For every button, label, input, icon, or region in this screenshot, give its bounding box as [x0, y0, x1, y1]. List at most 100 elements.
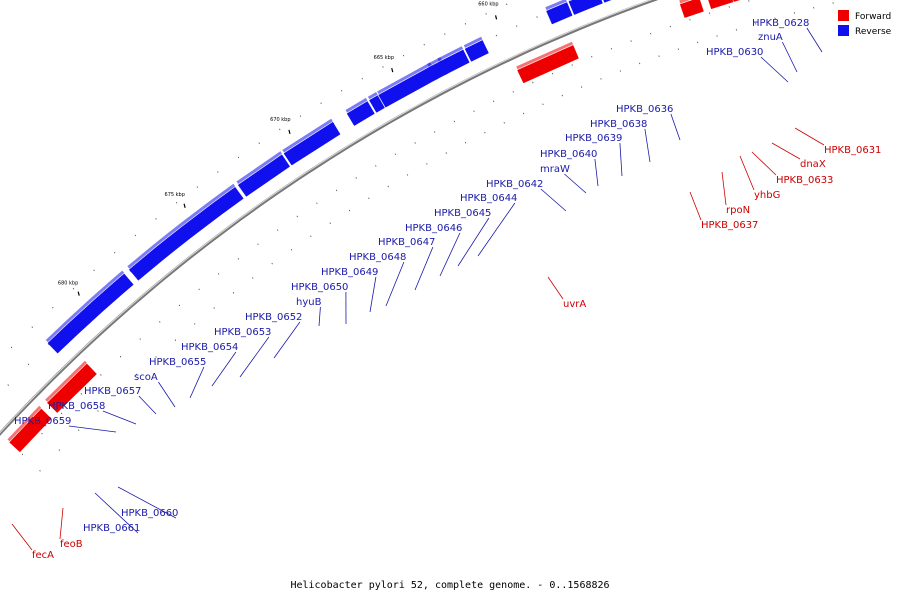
gene-feature-bevel — [111, 270, 125, 283]
tick-mark — [78, 429, 80, 431]
gene-label[interactable]: yhbG — [754, 190, 780, 201]
gene-feature[interactable] — [46, 363, 97, 413]
gene-feature[interactable] — [9, 408, 52, 453]
legend-reverse-swatch — [838, 25, 849, 36]
gene-feature[interactable] — [346, 101, 375, 126]
gene-label-leader — [138, 395, 157, 415]
gene-label[interactable]: znuA — [758, 32, 783, 43]
tick-mark — [310, 235, 312, 238]
tick-mark — [495, 34, 498, 37]
gene-label-leader — [414, 246, 434, 291]
gene-label[interactable]: HPKB_0639 — [565, 133, 622, 144]
tick-mark — [512, 90, 514, 93]
gene-label[interactable]: uvrA — [563, 299, 586, 310]
gene-label[interactable]: HPKB_0646 — [405, 223, 462, 234]
gene-label[interactable]: fecA — [32, 550, 54, 561]
tick-mark — [296, 215, 298, 218]
major-tick — [391, 68, 394, 73]
gene-feature[interactable] — [707, 0, 734, 10]
gene-label[interactable]: hyuB — [296, 297, 322, 308]
gene-label[interactable]: HPKB_0647 — [378, 237, 435, 248]
backbone-highlight — [0, 0, 653, 434]
gene-feature-bevel — [377, 62, 432, 95]
tick-mark — [610, 47, 613, 50]
tick-mark — [414, 142, 416, 144]
gene-label[interactable]: scoA — [134, 372, 158, 383]
gene-label[interactable]: HPKB_0630 — [706, 47, 763, 58]
gene-feature[interactable] — [369, 95, 385, 113]
gene-label[interactable]: HPKB_0631 — [824, 145, 881, 156]
tick-mark — [748, 0, 750, 2]
gene-label[interactable]: HPKB_0660 — [121, 508, 178, 519]
gene-feature[interactable] — [128, 248, 163, 281]
gene-label-leader — [751, 151, 777, 176]
tick-mark — [39, 469, 41, 472]
tick-mark — [217, 171, 219, 173]
gene-label[interactable]: HPKB_0659 — [14, 416, 71, 427]
legend-reverse-label: Reverse — [855, 27, 892, 37]
tick-mark — [406, 174, 409, 176]
gene-label-leader — [689, 191, 702, 221]
gene-label[interactable]: HPKB_0652 — [245, 312, 302, 323]
tick-mark — [119, 355, 122, 358]
legend: Forward Reverse — [838, 10, 892, 37]
gene-label[interactable]: HPKB_0644 — [460, 193, 517, 204]
tick-mark — [485, 13, 487, 15]
tick-mark — [175, 201, 178, 204]
gene-label[interactable]: HPKB_0653 — [214, 327, 271, 338]
tick-mark — [258, 142, 260, 144]
tick-mark — [444, 33, 446, 35]
gene-label-leader — [794, 127, 825, 146]
tick-mark — [402, 54, 405, 57]
gene-label[interactable]: HPKB_0638 — [590, 119, 647, 130]
gene-label[interactable]: HPKB_0648 — [349, 252, 406, 263]
tick-mark — [116, 391, 119, 394]
gene-label-leader — [619, 142, 623, 177]
gene-feature[interactable] — [730, 0, 748, 2]
gene-label[interactable]: HPKB_0654 — [181, 342, 238, 353]
gene-label[interactable]: HPKB_0655 — [149, 357, 206, 368]
gene-label[interactable]: HPKB_0628 — [752, 18, 809, 29]
gene-feature[interactable] — [464, 40, 489, 62]
gene-feature[interactable] — [546, 2, 573, 25]
gene-feature[interactable] — [378, 65, 439, 108]
gene-label[interactable]: HPKB_0650 — [291, 282, 348, 293]
gene-label[interactable]: feoB — [60, 539, 83, 550]
tick-mark — [677, 48, 680, 50]
gene-label[interactable]: HPKB_0636 — [616, 104, 673, 115]
gene-label[interactable]: rpoN — [726, 205, 750, 216]
gene-label-leader — [721, 171, 727, 206]
gene-label[interactable]: mraW — [540, 164, 570, 175]
gene-feature[interactable] — [47, 323, 79, 354]
gene-label[interactable]: HPKB_0637 — [701, 220, 758, 231]
gene-label[interactable]: HPKB_0645 — [434, 208, 491, 219]
gene-feature[interactable] — [237, 154, 291, 197]
tick-mark — [473, 110, 475, 113]
gene-feature[interactable] — [283, 121, 341, 166]
gene-feature[interactable] — [679, 0, 704, 18]
tick-mark — [114, 251, 116, 254]
tick-mark — [27, 363, 30, 366]
tick-label: 675 kbp — [165, 192, 185, 198]
gene-feature-bevel — [151, 234, 168, 249]
tick-mark — [316, 202, 318, 204]
gene-label[interactable]: HPKB_0658 — [48, 401, 105, 412]
gene-label[interactable]: HPKB_0661 — [83, 523, 140, 534]
gene-feature[interactable] — [599, 0, 624, 3]
gene-feature[interactable] — [517, 45, 579, 84]
tick-mark — [716, 35, 718, 37]
gene-feature[interactable] — [568, 0, 595, 15]
tick-mark — [97, 410, 99, 412]
gene-label[interactable]: HPKB_0649 — [321, 267, 378, 278]
tick-mark — [320, 102, 322, 105]
gene-feature-bevel — [45, 320, 69, 343]
tick-mark — [329, 222, 331, 224]
gene-label[interactable]: HPKB_0633 — [776, 175, 833, 186]
tick-mark — [279, 128, 281, 131]
genome-caption: Helicobacter pylori 52, complete genome.… — [290, 580, 609, 591]
gene-label[interactable]: dnaX — [800, 159, 826, 170]
gene-label[interactable]: HPKB_0640 — [540, 149, 597, 160]
tick-mark — [382, 66, 384, 68]
gene-label[interactable]: HPKB_0642 — [486, 179, 543, 190]
gene-label[interactable]: HPKB_0657 — [84, 386, 141, 397]
